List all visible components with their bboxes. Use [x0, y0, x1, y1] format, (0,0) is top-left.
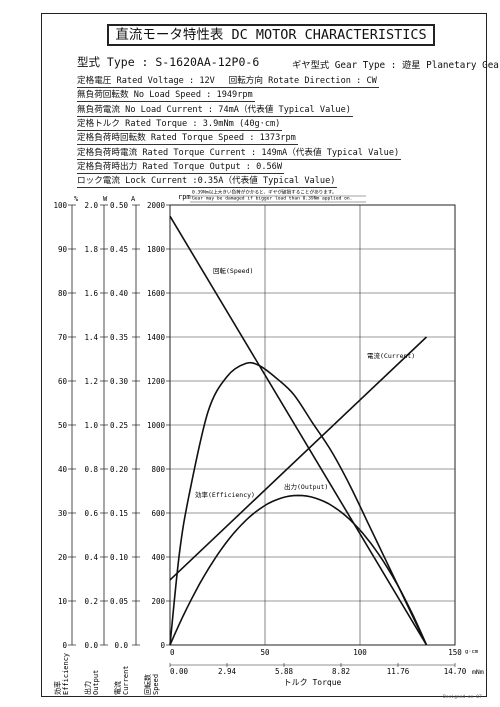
spec-no-load-current: 無負荷電流 No Load Current : 74mA（代表値 Typical… — [77, 105, 353, 117]
x-axis-title: トルク Torque — [284, 678, 342, 687]
x-tick-gcm: 150 — [448, 648, 462, 657]
x-tick-mnm: 2.94 — [218, 667, 237, 676]
tick-label-rpm: 800 — [151, 465, 165, 474]
tick-label-%: 20 — [58, 553, 68, 562]
chart-axes: 0200400600800100012001400160018002000rpm… — [53, 193, 484, 695]
tick-label-W: 2.0 — [84, 201, 98, 210]
tick-label-W: 0.4 — [84, 553, 98, 562]
series-line-speed — [169, 215, 428, 646]
axis-title: Efficiency — [62, 653, 70, 695]
tick-label-rpm: 400 — [151, 553, 165, 562]
tick-label-A: 0.0 — [114, 641, 128, 650]
tick-label-%: 60 — [58, 377, 68, 386]
tick-label-rpm: 1600 — [147, 289, 166, 298]
warning-jp: 0.39Nm以上大きい負荷がかかると、ギヤが破損することがあります。 — [192, 189, 337, 196]
x-tick-mnm: 8.82 — [332, 667, 350, 676]
sheet-frame — [41, 13, 487, 697]
tick-label-A: 0.40 — [110, 289, 129, 298]
series-line-efficiency — [169, 361, 428, 646]
tick-label-W: 1.6 — [84, 289, 98, 298]
tick-label-A: 0.35 — [110, 333, 128, 342]
tick-label-A: 0.30 — [110, 377, 129, 386]
tick-label-%: 50 — [58, 421, 68, 430]
spec-rated-current: 定格負荷時電流 Rated Torque Current : 149mA（代表値… — [77, 148, 402, 160]
tick-label-rpm: 1000 — [147, 421, 166, 430]
axis-unit-rpm: rpm — [178, 193, 191, 201]
tick-label-%: 10 — [58, 597, 68, 606]
tick-label-rpm: 1800 — [147, 245, 166, 254]
chart-labels: 回転(Speed) 電流(Current) 出力(Output) 効率(Efficie… — [195, 267, 415, 499]
tick-label-%: 100 — [53, 201, 67, 210]
x-tick-mnm: 11.76 — [387, 667, 410, 676]
tick-label-A: 0.45 — [110, 245, 128, 254]
spec-rated-voltage: 定格電圧 Rated Voltage : 12V 回転方向 Rotate Dir… — [77, 76, 379, 88]
gear-type: ギヤ型式 Gear Type : 遊星 Planetary Gear — [292, 60, 500, 71]
tick-label-rpm: 1400 — [147, 333, 166, 342]
tick-label-rpm: 200 — [151, 597, 165, 606]
designed-note: Designed on 07 — [443, 694, 482, 700]
series-label: 出力(Output) — [284, 482, 328, 491]
spec-rated-output: 定格負荷時出力 Rated Torque Output : 0.56W — [77, 162, 285, 174]
axis-title: Speed — [152, 674, 160, 695]
tick-label-rpm: 1200 — [147, 377, 166, 386]
x-unit-mnm: mNm — [472, 668, 484, 676]
tick-label-rpm: 600 — [151, 509, 165, 518]
axis-title: Output — [92, 670, 100, 695]
tick-label-%: 80 — [58, 289, 68, 298]
spec-rated-speed: 定格負荷時回転数 Rated Torque Speed : 1373rpm — [77, 133, 298, 145]
x-tick-gcm: 100 — [353, 648, 367, 657]
axis-unit-W: W — [103, 195, 108, 203]
tick-label-A: 0.25 — [110, 421, 128, 430]
x-tick-mnm: 14.70 — [444, 667, 467, 676]
tick-label-%: 30 — [58, 509, 68, 518]
spec-rated-torque: 定格トルク Rated Torque : 3.9mNm (40g·cm) — [77, 119, 283, 131]
tick-label-W: 1.2 — [84, 377, 98, 386]
tick-label-rpm: 0 — [160, 641, 165, 650]
axis-title: 回転数 — [143, 674, 152, 695]
series-line-output — [169, 494, 428, 646]
tick-label-W: 0.2 — [84, 597, 98, 606]
motor-type: 型式 Type : S-1620AA-12P0-6 — [77, 55, 260, 69]
x-tick-gcm: 50 — [260, 648, 270, 657]
series-line-current — [169, 336, 428, 581]
chart-series — [169, 215, 428, 646]
spec-lock-current: ロック電流 Lock Current :0.35A（代表値 Typical Va… — [77, 176, 338, 188]
tick-label-rpm: 2000 — [147, 201, 166, 210]
axis-title: Current — [122, 665, 130, 695]
tick-label-W: 1.0 — [84, 421, 98, 430]
x-tick-mnm: 0.00 — [170, 667, 189, 676]
axis-unit-A: A — [131, 195, 136, 203]
tick-label-W: 0.6 — [84, 509, 98, 518]
tick-label-W: 0.0 — [84, 641, 98, 650]
series-label: 電流(Current) — [367, 351, 415, 360]
x-unit-gcm: g·cm — [465, 649, 479, 655]
tick-label-%: 0 — [62, 641, 67, 650]
tick-label-W: 1.4 — [84, 333, 98, 342]
x-tick-mnm: 5.88 — [275, 667, 294, 676]
tick-label-A: 0.05 — [110, 597, 128, 606]
tick-label-A: 0.10 — [110, 553, 129, 562]
tick-label-%: 90 — [58, 245, 68, 254]
tick-label-%: 70 — [58, 333, 68, 342]
series-label: 回転(Speed) — [213, 267, 253, 275]
page-title: 直流モータ特性表 DC MOTOR CHARACTERISTICS — [107, 24, 435, 46]
tick-label-A: 0.20 — [110, 465, 129, 474]
spec-no-load-speed: 無負荷回転数 No Load Speed : 1949rpm — [77, 90, 255, 102]
axis-title: 電流 — [113, 681, 122, 695]
warning-en: Gear may be damaged if bigger load than … — [192, 196, 352, 202]
axis-title: 効率 — [53, 681, 62, 695]
tick-label-A: 0.15 — [110, 509, 128, 518]
tick-label-A: 0.50 — [110, 201, 129, 210]
series-label: 効率(Efficiency) — [195, 490, 255, 499]
tick-label-W: 1.8 — [84, 245, 98, 254]
tick-label-W: 0.8 — [84, 465, 98, 474]
axis-title: 出力 — [83, 681, 92, 695]
tick-label-%: 40 — [58, 465, 68, 474]
axis-unit-%: % — [74, 195, 79, 203]
x-tick-gcm: 0 — [170, 648, 175, 657]
